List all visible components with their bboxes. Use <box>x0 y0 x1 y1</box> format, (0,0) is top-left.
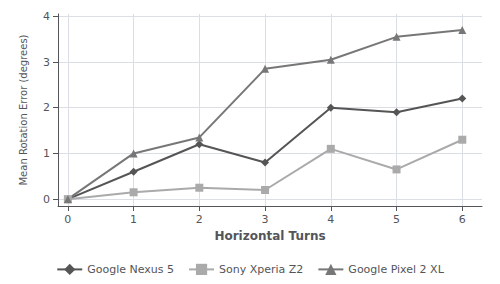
svg-text:Mean Rotation Error (degrees): Mean Rotation Error (degrees) <box>18 34 29 185</box>
svg-text:Horizontal Turns: Horizontal Turns <box>214 229 325 243</box>
svg-text:1: 1 <box>43 147 50 160</box>
svg-text:4: 4 <box>43 10 50 23</box>
svg-text:2: 2 <box>196 213 203 226</box>
svg-text:4: 4 <box>327 213 334 226</box>
svg-text:5: 5 <box>393 213 400 226</box>
svg-text:Google Pixel 2 XL: Google Pixel 2 XL <box>348 263 444 276</box>
svg-text:0: 0 <box>64 213 71 226</box>
svg-text:Google Nexus 5: Google Nexus 5 <box>87 263 174 276</box>
svg-text:1: 1 <box>130 213 137 226</box>
svg-text:6: 6 <box>459 213 466 226</box>
svg-text:3: 3 <box>43 56 50 69</box>
svg-text:2: 2 <box>43 101 50 114</box>
svg-text:Sony Xperia Z2: Sony Xperia Z2 <box>219 263 303 276</box>
svg-text:3: 3 <box>262 213 269 226</box>
svg-text:0: 0 <box>43 193 50 206</box>
